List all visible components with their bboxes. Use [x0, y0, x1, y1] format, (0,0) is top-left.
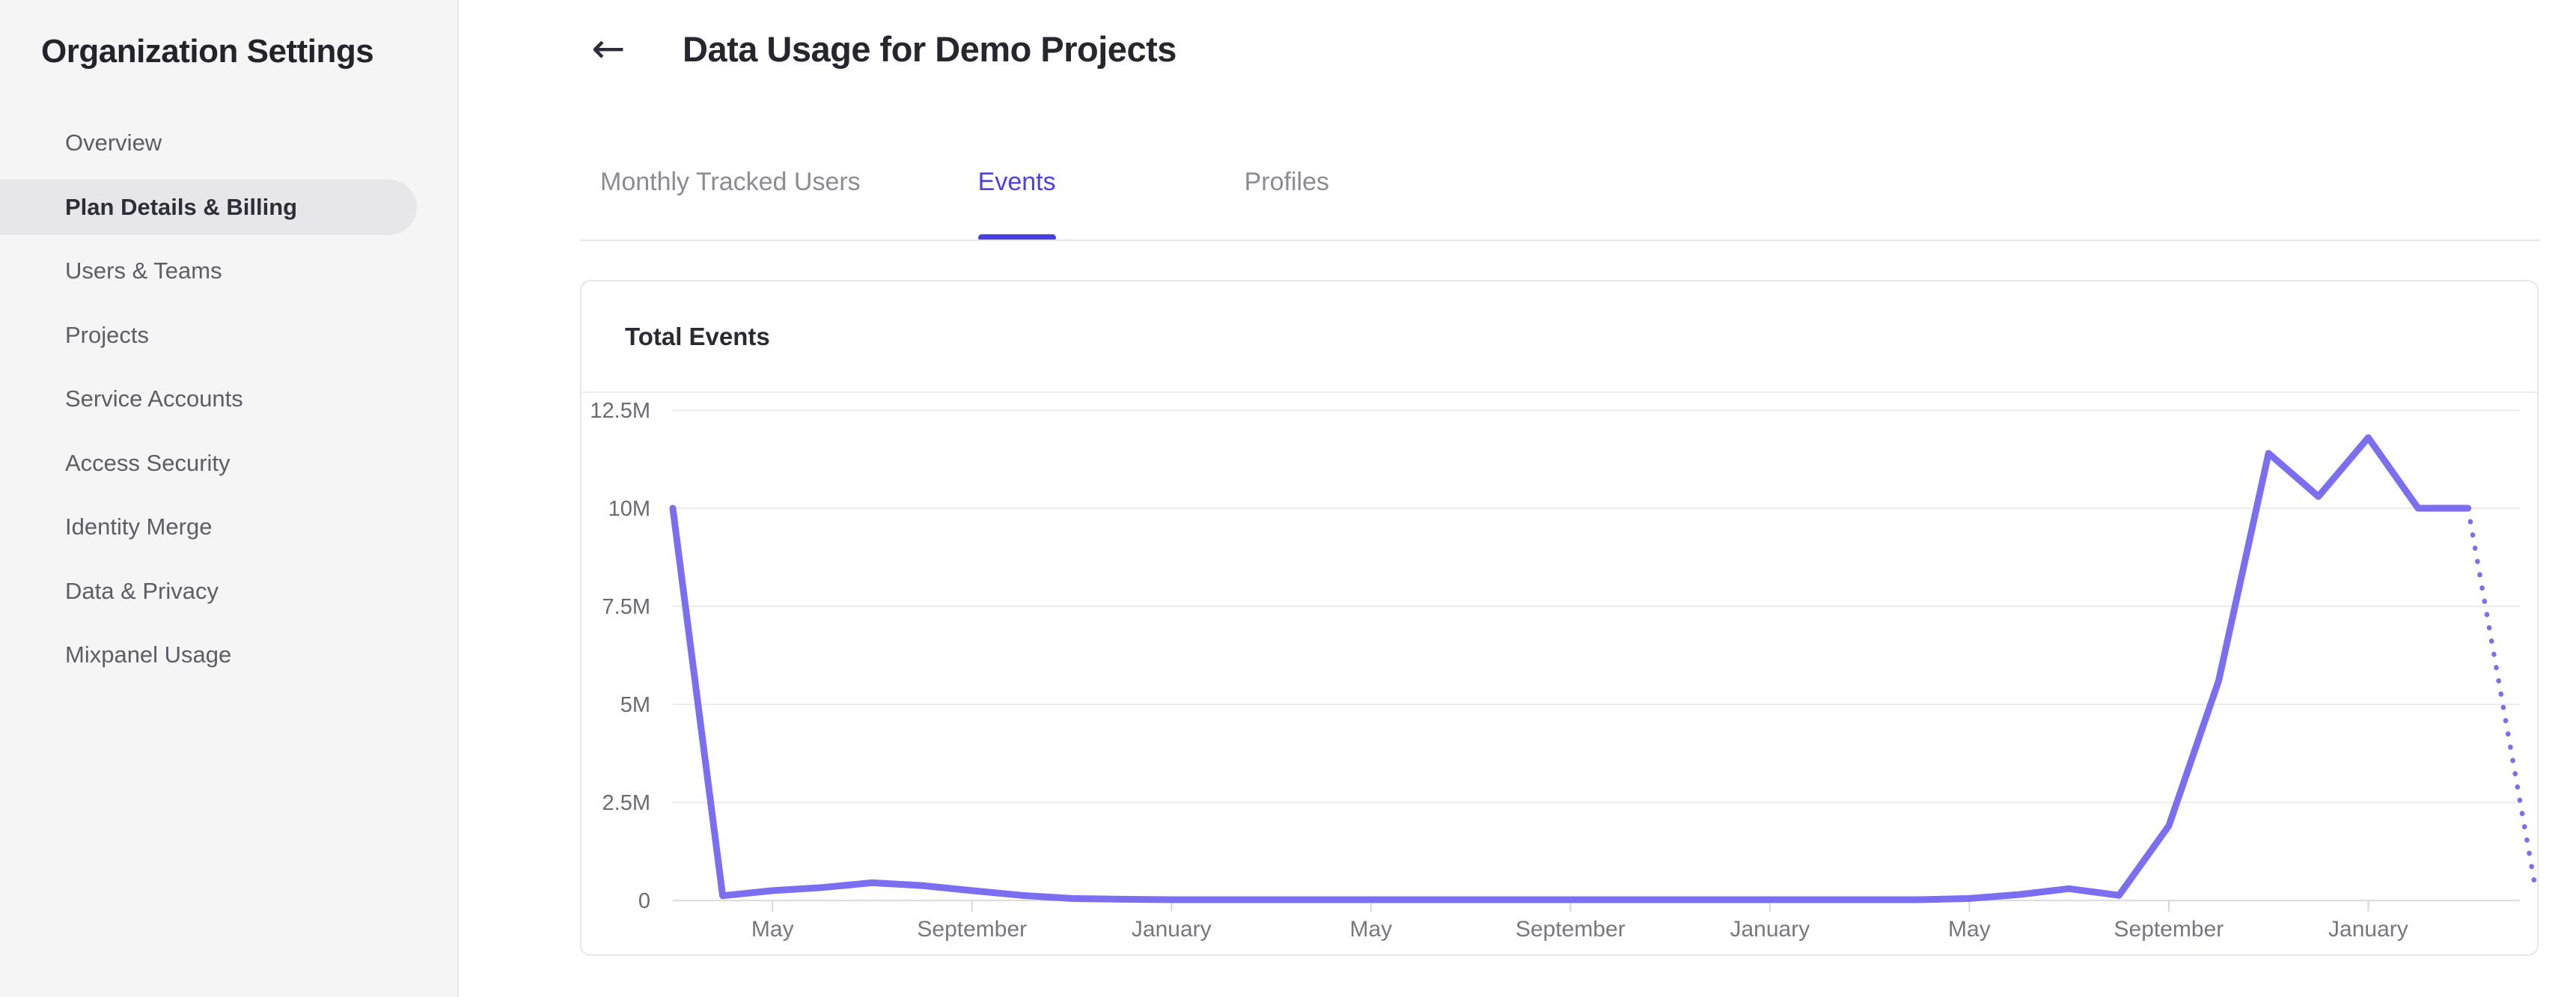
- back-button[interactable]: ←: [582, 22, 635, 75]
- y-axis-tick-label: 5M: [620, 693, 650, 717]
- y-axis-tick-label: 0: [638, 889, 650, 913]
- sidebar-item-plan-details-billing[interactable]: Plan Details & Billing: [0, 179, 417, 235]
- card-title: Total Events: [625, 322, 770, 350]
- total-events-line-chart: 12.5M 10M 7.5M 5M 2.5M 0 May September January Ma…: [590, 399, 2537, 942]
- sidebar-item-label: Access Security: [65, 449, 231, 476]
- tab-bar: Monthly Tracked Users Events Profiles: [600, 142, 1329, 241]
- active-tab-underline: [977, 234, 1056, 241]
- total-events-chart: 12.5M 10M 7.5M 5M 2.5M 0 May September January Ma…: [582, 393, 2537, 953]
- tab-profiles[interactable]: Profiles: [1245, 142, 1329, 241]
- x-axis-tick-label: September: [2114, 917, 2224, 942]
- tab-bar-divider: [580, 240, 2540, 241]
- sidebar-item-label: Projects: [65, 321, 149, 348]
- sidebar-item-label: Plan Details & Billing: [65, 193, 298, 220]
- sidebar-item-projects[interactable]: Projects: [0, 308, 417, 363]
- x-axis-tick-label: January: [1132, 917, 1212, 942]
- y-axis-tick-label: 10M: [608, 497, 650, 521]
- tab-label: Profiles: [1244, 167, 1329, 196]
- sidebar-item-identity-merge[interactable]: Identity Merge: [0, 499, 417, 555]
- total-events-projected-dotted-line: [2465, 505, 2537, 888]
- tab-label: Monthly Tracked Users: [600, 167, 861, 196]
- total-events-series-line: [669, 434, 2472, 903]
- sidebar-item-overview[interactable]: Overview: [0, 115, 417, 171]
- sidebar-item-label: Data & Privacy: [65, 577, 219, 604]
- sidebar-item-label: Identity Merge: [65, 513, 213, 540]
- sidebar-item-label: Overview: [65, 129, 162, 156]
- x-axis-tick-label: September: [917, 917, 1027, 942]
- sidebar-title: Organization Settings: [41, 33, 374, 70]
- x-axis-tick-label: September: [1516, 917, 1626, 942]
- y-axis-tick-label: 2.5M: [602, 791, 650, 815]
- x-axis-tick-label: January: [2328, 917, 2408, 942]
- x-axis-tick-label: May: [751, 917, 794, 942]
- tab-events[interactable]: Events: [977, 142, 1056, 241]
- sidebar-item-mixpanel-usage[interactable]: Mixpanel Usage: [0, 627, 417, 683]
- y-axis-tick-label: 7.5M: [602, 595, 650, 619]
- card-header: Total Events: [582, 281, 2537, 393]
- tab-label: Events: [977, 167, 1056, 196]
- y-axis-tick-label: 12.5M: [590, 399, 650, 423]
- tab-monthly-tracked-users[interactable]: Monthly Tracked Users: [600, 142, 861, 241]
- x-axis-tick-label: May: [1948, 917, 1991, 942]
- sidebar-item-access-security[interactable]: Access Security: [0, 436, 417, 491]
- sidebar-item-label: Users & Teams: [65, 257, 222, 284]
- sidebar-item-users-teams[interactable]: Users & Teams: [0, 243, 417, 299]
- sidebar-item-service-accounts[interactable]: Service Accounts: [0, 371, 417, 427]
- total-events-card: Total Events 12.5M 10M 7.5M 5M 2.5M 0 May Septe…: [580, 280, 2539, 956]
- sidebar: Organization Settings Overview Plan Detai…: [0, 0, 459, 997]
- sidebar-item-data-privacy[interactable]: Data & Privacy: [0, 564, 417, 619]
- page-title: Data Usage for Demo Projects: [683, 29, 1176, 69]
- back-arrow-icon: ←: [591, 25, 626, 72]
- sidebar-item-label: Mixpanel Usage: [65, 641, 232, 668]
- x-axis-tick-label: May: [1349, 917, 1392, 942]
- sidebar-item-label: Service Accounts: [65, 385, 243, 412]
- sidebar-nav: Overview Plan Details & Billing Users & Te…: [0, 115, 459, 692]
- x-axis-tick-label: January: [1730, 917, 1810, 942]
